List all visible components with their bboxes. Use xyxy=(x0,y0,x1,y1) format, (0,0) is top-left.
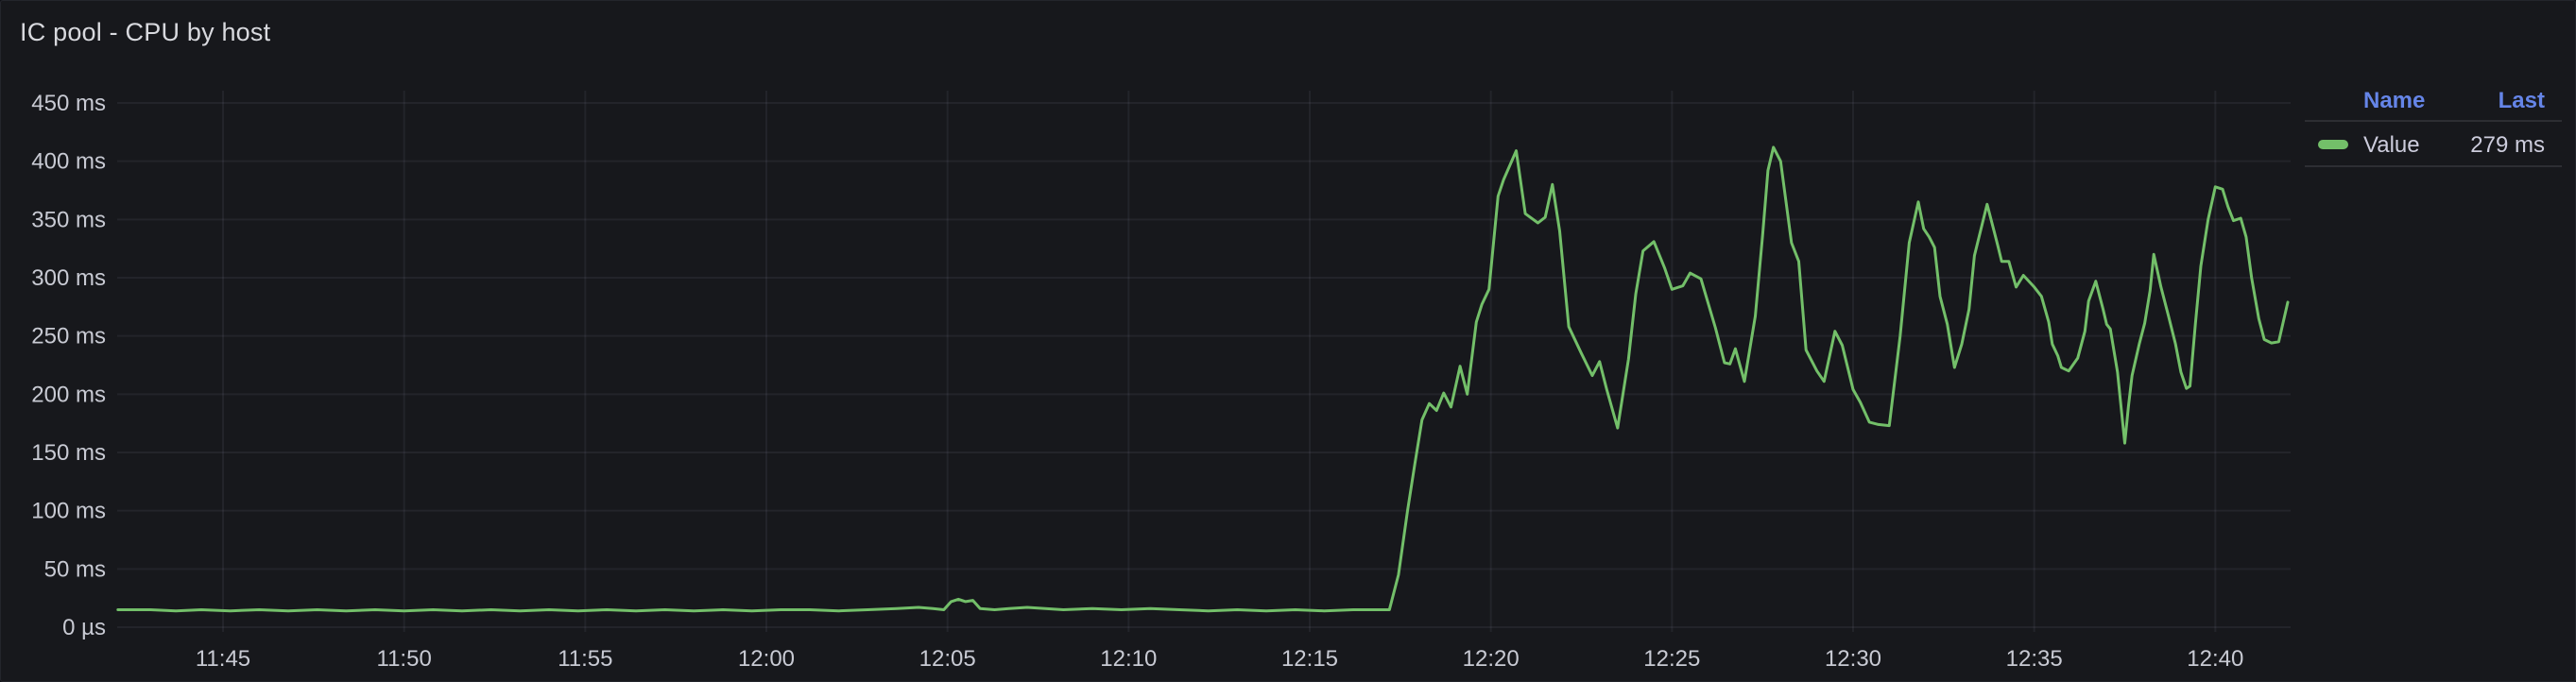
series-line-value[interactable] xyxy=(116,145,2290,613)
legend-column-header-name[interactable]: Name xyxy=(2363,88,2426,113)
x-axis-tick-label: 12:30 xyxy=(1825,646,1881,672)
x-axis-tick-label: 12:35 xyxy=(2006,646,2063,672)
y-axis-tick-label: 350 ms xyxy=(31,207,106,232)
x-axis-tick-label: 12:00 xyxy=(738,646,795,672)
y-axis-tick-label: 200 ms xyxy=(31,382,106,407)
legend-column-header-last[interactable]: Last xyxy=(2498,88,2545,113)
y-axis-tick-label: 400 ms xyxy=(31,149,106,175)
legend-divider xyxy=(2305,120,2562,122)
x-axis-tick-label: 12:20 xyxy=(1463,646,1520,672)
x-axis-tick-label: 12:15 xyxy=(1281,646,1338,672)
y-axis-tick-label: 0 µs xyxy=(62,615,106,640)
y-axis-tick-label: 250 ms xyxy=(31,324,106,350)
y-axis-tick-label: 100 ms xyxy=(31,499,106,524)
legend-last-value: 279 ms xyxy=(2470,132,2545,158)
series-color-marker-icon[interactable] xyxy=(2318,140,2348,149)
x-axis-tick-label: 12:40 xyxy=(2187,646,2243,672)
x-axis-tick-label: 12:25 xyxy=(1643,646,1700,672)
x-axis-tick-label: 12:05 xyxy=(919,646,976,672)
x-axis-tick-label: 11:55 xyxy=(558,646,612,672)
x-axis-tick-label: 11:45 xyxy=(196,646,250,672)
y-axis-tick-label: 300 ms xyxy=(31,265,106,291)
panel-title[interactable]: IC pool - CPU by host xyxy=(20,18,271,46)
legend-divider xyxy=(2305,165,2562,167)
y-axis-tick-label: 150 ms xyxy=(31,440,106,466)
legend-row-value[interactable]: Value 279 ms xyxy=(2303,126,2564,163)
y-axis-tick-label: 50 ms xyxy=(44,556,106,582)
legend-series-name[interactable]: Value xyxy=(2363,132,2420,158)
legend-table: Name Last Value 279 ms xyxy=(2303,84,2564,175)
y-axis-tick-label: 450 ms xyxy=(31,91,106,116)
x-axis-tick-label: 11:50 xyxy=(377,646,432,672)
x-axis-tick-label: 12:10 xyxy=(1100,646,1157,672)
